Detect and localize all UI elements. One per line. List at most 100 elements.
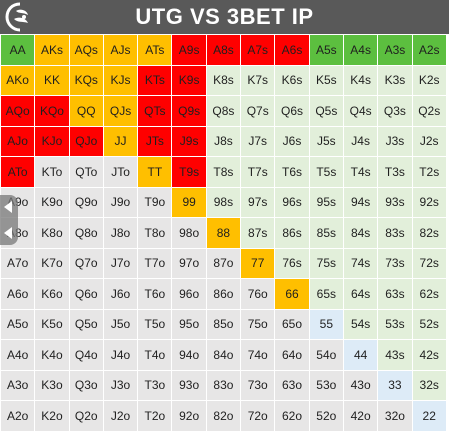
hand-cell[interactable]: Q6o	[69, 279, 104, 310]
hand-cell[interactable]: J8o	[103, 218, 139, 249]
hand-cell[interactable]: 96s	[275, 187, 310, 218]
hand-cell[interactable]: K5o	[35, 309, 70, 340]
hand-cell[interactable]: 53s	[378, 309, 413, 340]
hand-cell[interactable]: J6o	[103, 279, 139, 310]
hand-cell[interactable]: KTs	[138, 65, 173, 96]
hand-cell[interactable]: KJo	[35, 126, 70, 157]
pair-cell[interactable]: 33	[378, 370, 413, 401]
hand-cell[interactable]: J7o	[103, 248, 139, 279]
hand-cell[interactable]: Q2s	[412, 96, 447, 127]
hand-cell[interactable]: 32o	[378, 401, 413, 432]
hand-cell[interactable]: A8s	[206, 35, 242, 66]
hand-cell[interactable]: 62s	[412, 279, 447, 310]
hand-cell[interactable]: 93o	[172, 370, 207, 401]
hand-cell[interactable]: AKo	[1, 65, 36, 96]
hand-cell[interactable]: Q8o	[69, 218, 104, 249]
hand-cell[interactable]: T6s	[275, 157, 310, 188]
hand-cell[interactable]: QJs	[103, 96, 139, 127]
hand-cell[interactable]: A5s	[309, 35, 344, 66]
hand-cell[interactable]: A5o	[1, 309, 36, 340]
hand-cell[interactable]: 92s	[412, 187, 447, 218]
hand-cell[interactable]: T3s	[378, 157, 413, 188]
hand-cell[interactable]: 72s	[412, 248, 447, 279]
hand-cell[interactable]: QTs	[138, 96, 173, 127]
hand-cell[interactable]: 63o	[275, 370, 310, 401]
hand-cell[interactable]: J5o	[103, 309, 139, 340]
hand-cell[interactable]: 42o	[343, 401, 379, 432]
pair-cell[interactable]: 77	[241, 248, 276, 279]
hand-cell[interactable]: K3s	[378, 65, 413, 96]
hand-cell[interactable]: J5s	[309, 126, 344, 157]
hand-cell[interactable]: Q8s	[206, 96, 242, 127]
hand-cell[interactable]: K5s	[309, 65, 344, 96]
hand-cell[interactable]: ATo	[1, 157, 36, 188]
hand-cell[interactable]: T5s	[309, 157, 344, 188]
hand-cell[interactable]: 84o	[206, 340, 242, 371]
hand-cell[interactable]: Q3o	[69, 370, 104, 401]
hand-cell[interactable]: A3s	[378, 35, 413, 66]
hand-cell[interactable]: J4o	[103, 340, 139, 371]
hand-cell[interactable]: 73o	[241, 370, 276, 401]
hand-cell[interactable]: AJs	[103, 35, 139, 66]
hand-cell[interactable]: 86o	[206, 279, 242, 310]
hand-cell[interactable]: KTo	[35, 157, 70, 188]
hand-cell[interactable]: 32s	[412, 370, 447, 401]
hand-cell[interactable]: 97s	[241, 187, 276, 218]
hand-cell[interactable]: J7s	[241, 126, 276, 157]
hand-cell[interactable]: AQs	[69, 35, 104, 66]
hand-cell[interactable]: 94s	[343, 187, 379, 218]
hand-cell[interactable]: KQo	[35, 96, 70, 127]
hand-cell[interactable]: 87s	[241, 218, 276, 249]
hand-cell[interactable]: J9o	[103, 187, 139, 218]
hand-cell[interactable]: T5o	[138, 309, 173, 340]
hand-cell[interactable]: 85o	[206, 309, 242, 340]
hand-cell[interactable]: 87o	[206, 248, 242, 279]
hand-cell[interactable]: K3o	[35, 370, 70, 401]
hand-cell[interactable]: A6o	[1, 279, 36, 310]
hand-cell[interactable]: 73s	[378, 248, 413, 279]
hand-cell[interactable]: T2o	[138, 401, 173, 432]
hand-cell[interactable]: T4s	[343, 157, 379, 188]
hand-cell[interactable]: T4o	[138, 340, 173, 371]
hand-cell[interactable]: K6s	[275, 65, 310, 96]
hand-cell[interactable]: 95o	[172, 309, 207, 340]
hand-cell[interactable]: T6o	[138, 279, 173, 310]
hand-cell[interactable]: A7s	[241, 35, 276, 66]
hand-cell[interactable]: 75o	[241, 309, 276, 340]
hand-cell[interactable]: 83o	[206, 370, 242, 401]
pair-cell[interactable]: 66	[275, 279, 310, 310]
hand-cell[interactable]: 43s	[378, 340, 413, 371]
hand-cell[interactable]: 92o	[172, 401, 207, 432]
hand-cell[interactable]: 42s	[412, 340, 447, 371]
pair-cell[interactable]: 99	[172, 187, 207, 218]
hand-cell[interactable]: 85s	[309, 218, 344, 249]
hand-cell[interactable]: 64o	[275, 340, 310, 371]
hand-cell[interactable]: ATs	[138, 35, 173, 66]
hand-cell[interactable]: K4o	[35, 340, 70, 371]
hand-cell[interactable]: JTs	[138, 126, 173, 157]
hand-cell[interactable]: J2s	[412, 126, 447, 157]
hand-cell[interactable]: Q7o	[69, 248, 104, 279]
hand-cell[interactable]: 76s	[275, 248, 310, 279]
pair-cell[interactable]: JJ	[103, 126, 139, 157]
hand-cell[interactable]: QJo	[69, 126, 104, 157]
hand-cell[interactable]: 54s	[343, 309, 379, 340]
hand-cell[interactable]: A7o	[1, 248, 36, 279]
hand-cell[interactable]: 74s	[343, 248, 379, 279]
hand-cell[interactable]: 43o	[343, 370, 379, 401]
hand-cell[interactable]: JTo	[103, 157, 139, 188]
pair-cell[interactable]: QQ	[69, 96, 104, 127]
hand-cell[interactable]: 95s	[309, 187, 344, 218]
hand-cell[interactable]: 82s	[412, 218, 447, 249]
hand-cell[interactable]: Q3s	[378, 96, 413, 127]
pair-cell[interactable]: TT	[138, 157, 173, 188]
hand-cell[interactable]: K7o	[35, 248, 70, 279]
hand-cell[interactable]: T2s	[412, 157, 447, 188]
hand-cell[interactable]: K7s	[241, 65, 276, 96]
hand-cell[interactable]: K6o	[35, 279, 70, 310]
hand-cell[interactable]: K8o	[35, 218, 70, 249]
hand-cell[interactable]: J3o	[103, 370, 139, 401]
hand-cell[interactable]: T7s	[241, 157, 276, 188]
hand-cell[interactable]: 72o	[241, 401, 276, 432]
hand-cell[interactable]: AKs	[35, 35, 70, 66]
